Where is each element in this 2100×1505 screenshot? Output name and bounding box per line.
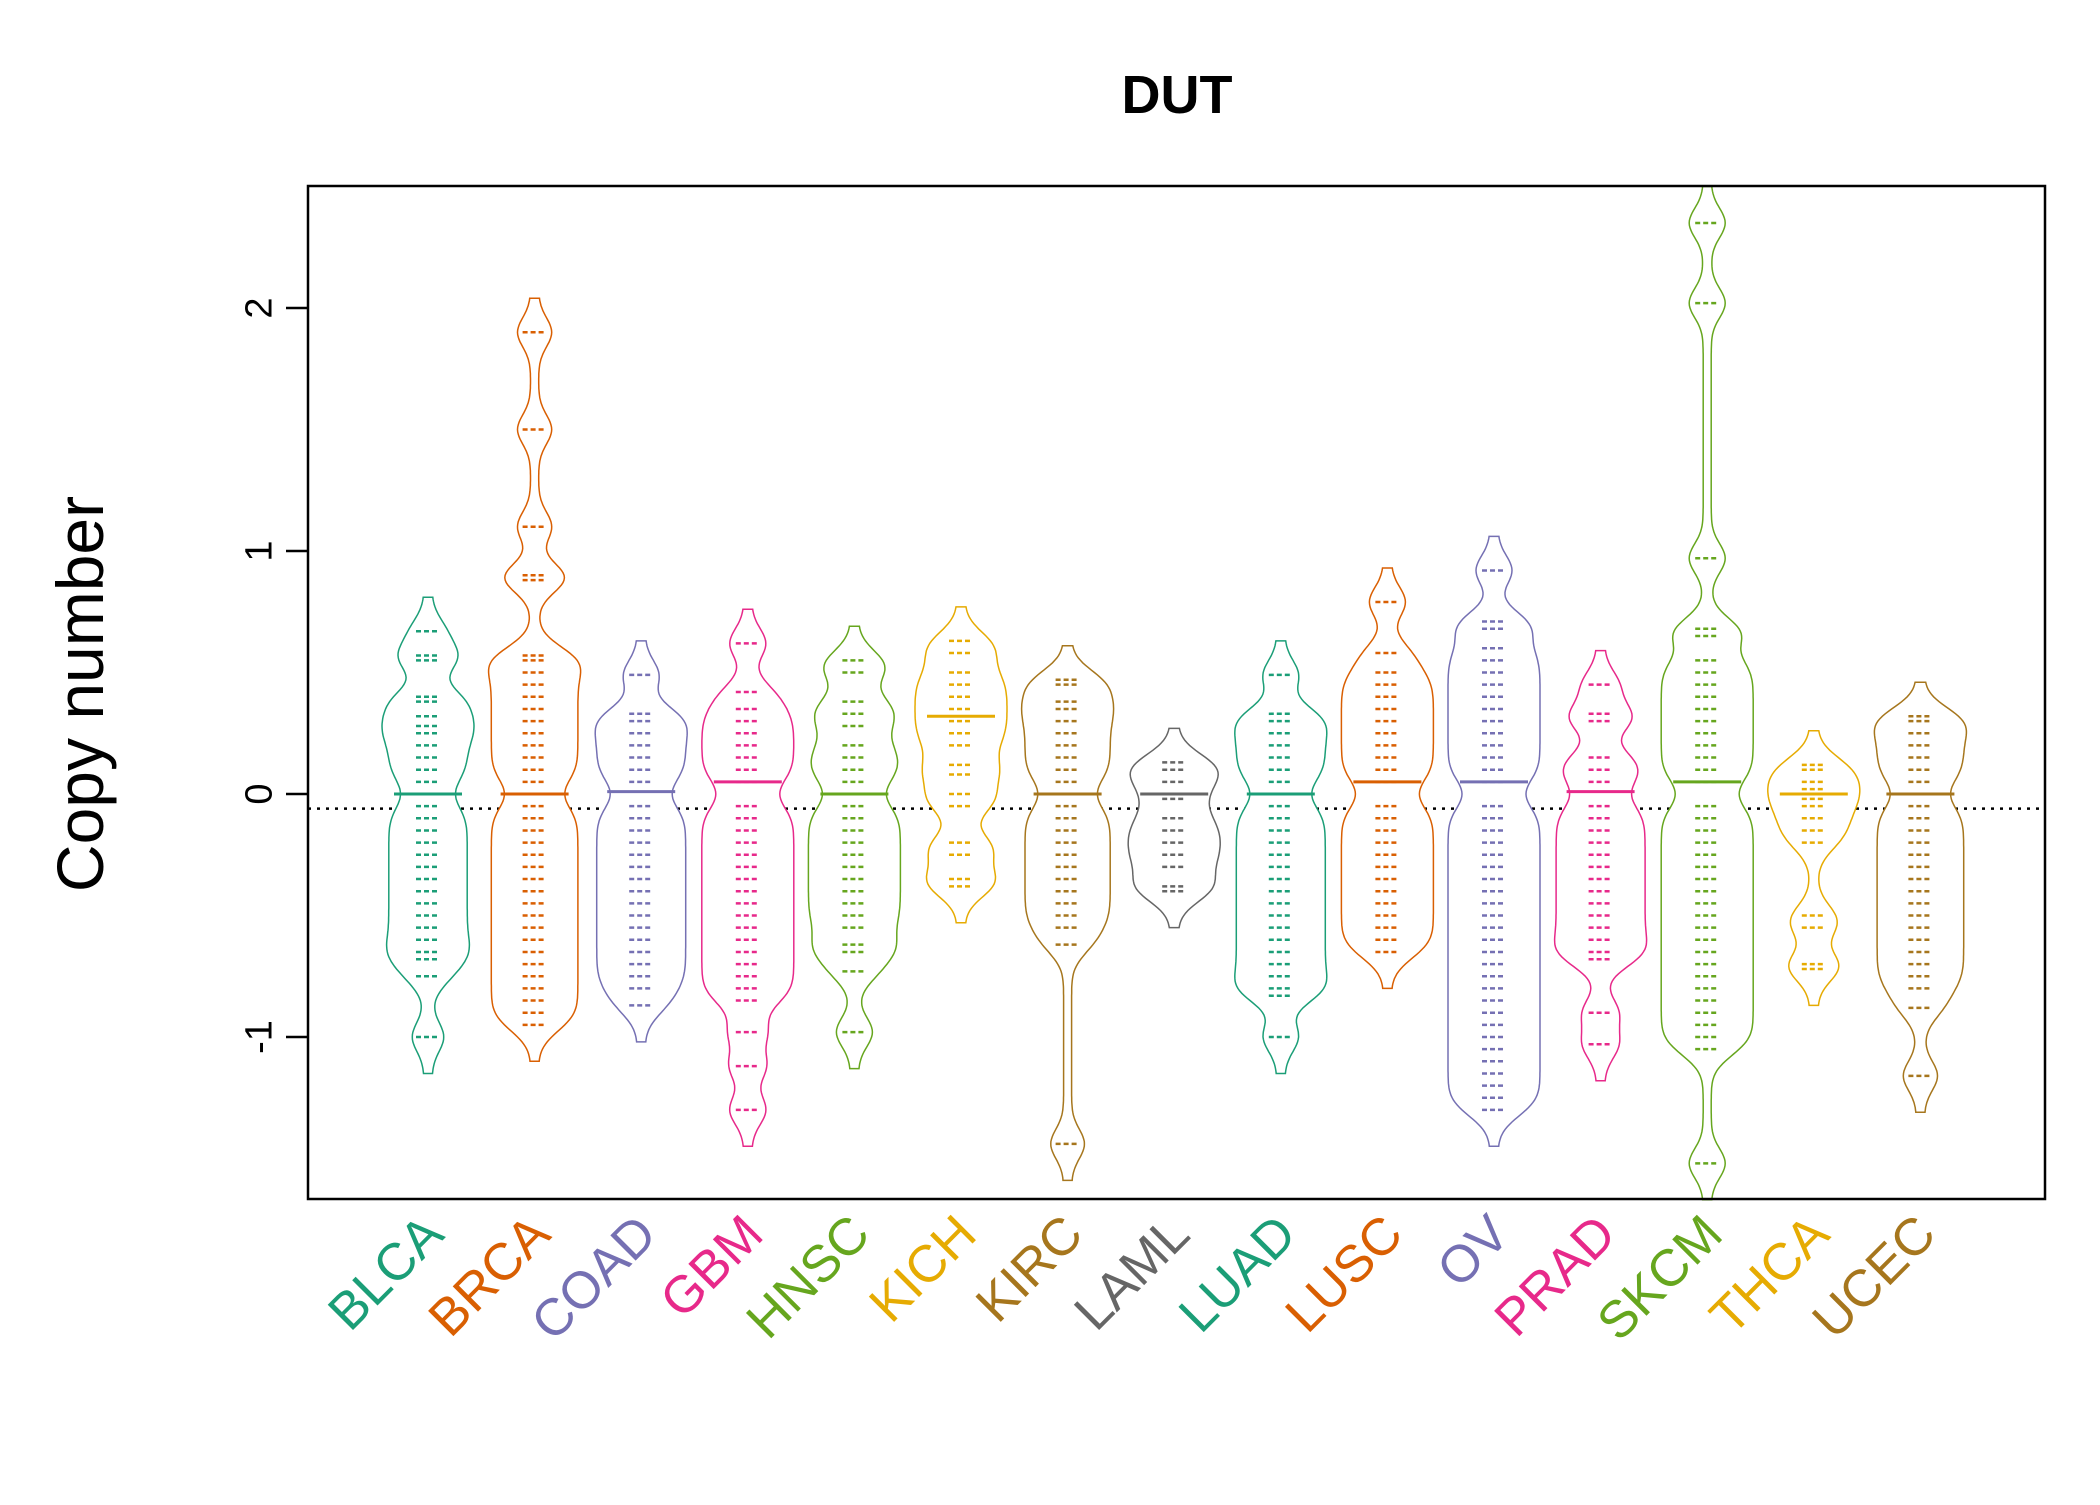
x-tick-label-lusc: LUSC xyxy=(1275,1204,1414,1343)
bean-laml xyxy=(1127,727,1221,929)
bean-blca xyxy=(381,596,475,1075)
bean-kich xyxy=(914,606,1008,924)
bean-outline xyxy=(381,596,475,1075)
y-tick-label: 0 xyxy=(238,783,280,804)
bean-outline xyxy=(1767,730,1861,1007)
x-tick-label-ucec: UCEC xyxy=(1802,1204,1947,1349)
bean-kirc xyxy=(1020,645,1115,1182)
x-tick-label-kich: KICH xyxy=(859,1204,988,1333)
bean-outline xyxy=(807,625,902,1070)
x-tick-label-laml: LAML xyxy=(1064,1204,1201,1341)
bean-outline xyxy=(1234,640,1328,1075)
bean-coad xyxy=(594,640,688,1043)
bean-hnsc xyxy=(807,625,902,1070)
bean-outline xyxy=(1127,727,1221,929)
chart-title: DUT xyxy=(1122,65,1233,125)
plot-area xyxy=(308,185,2045,1201)
y-tick-label: 2 xyxy=(238,297,280,318)
bean-skcm xyxy=(1660,185,1754,1201)
bean-outline xyxy=(1340,567,1435,990)
x-tick-label-coad: COAD xyxy=(520,1204,667,1351)
x-tick-label-luad: LUAD xyxy=(1168,1204,1307,1343)
bean-prad xyxy=(1553,649,1648,1082)
y-tick-label: 1 xyxy=(238,540,280,561)
y-tick-label: -1 xyxy=(238,1020,280,1054)
bean-outline xyxy=(487,297,582,1063)
bean-lusc xyxy=(1340,567,1435,990)
x-tick-label-hnsc: HNSC xyxy=(736,1204,881,1349)
bean-outline xyxy=(1553,649,1648,1082)
bean-ucec xyxy=(1873,681,1968,1114)
y-axis-label: Copy number xyxy=(43,496,117,892)
bean-gbm xyxy=(701,608,795,1148)
bean-outline xyxy=(1660,185,1754,1201)
bean-luad xyxy=(1234,640,1328,1075)
x-tick-label-skcm: SKCM xyxy=(1586,1204,1733,1351)
bean-thca xyxy=(1767,730,1861,1007)
bean-brca xyxy=(487,297,582,1063)
x-tick-label-kirc: KIRC xyxy=(965,1204,1094,1333)
y-axis: -1 0 1 2 xyxy=(238,297,309,1054)
bean-ov xyxy=(1447,535,1541,1148)
bean-outline xyxy=(1873,681,1968,1114)
bean-outline xyxy=(1020,645,1115,1182)
